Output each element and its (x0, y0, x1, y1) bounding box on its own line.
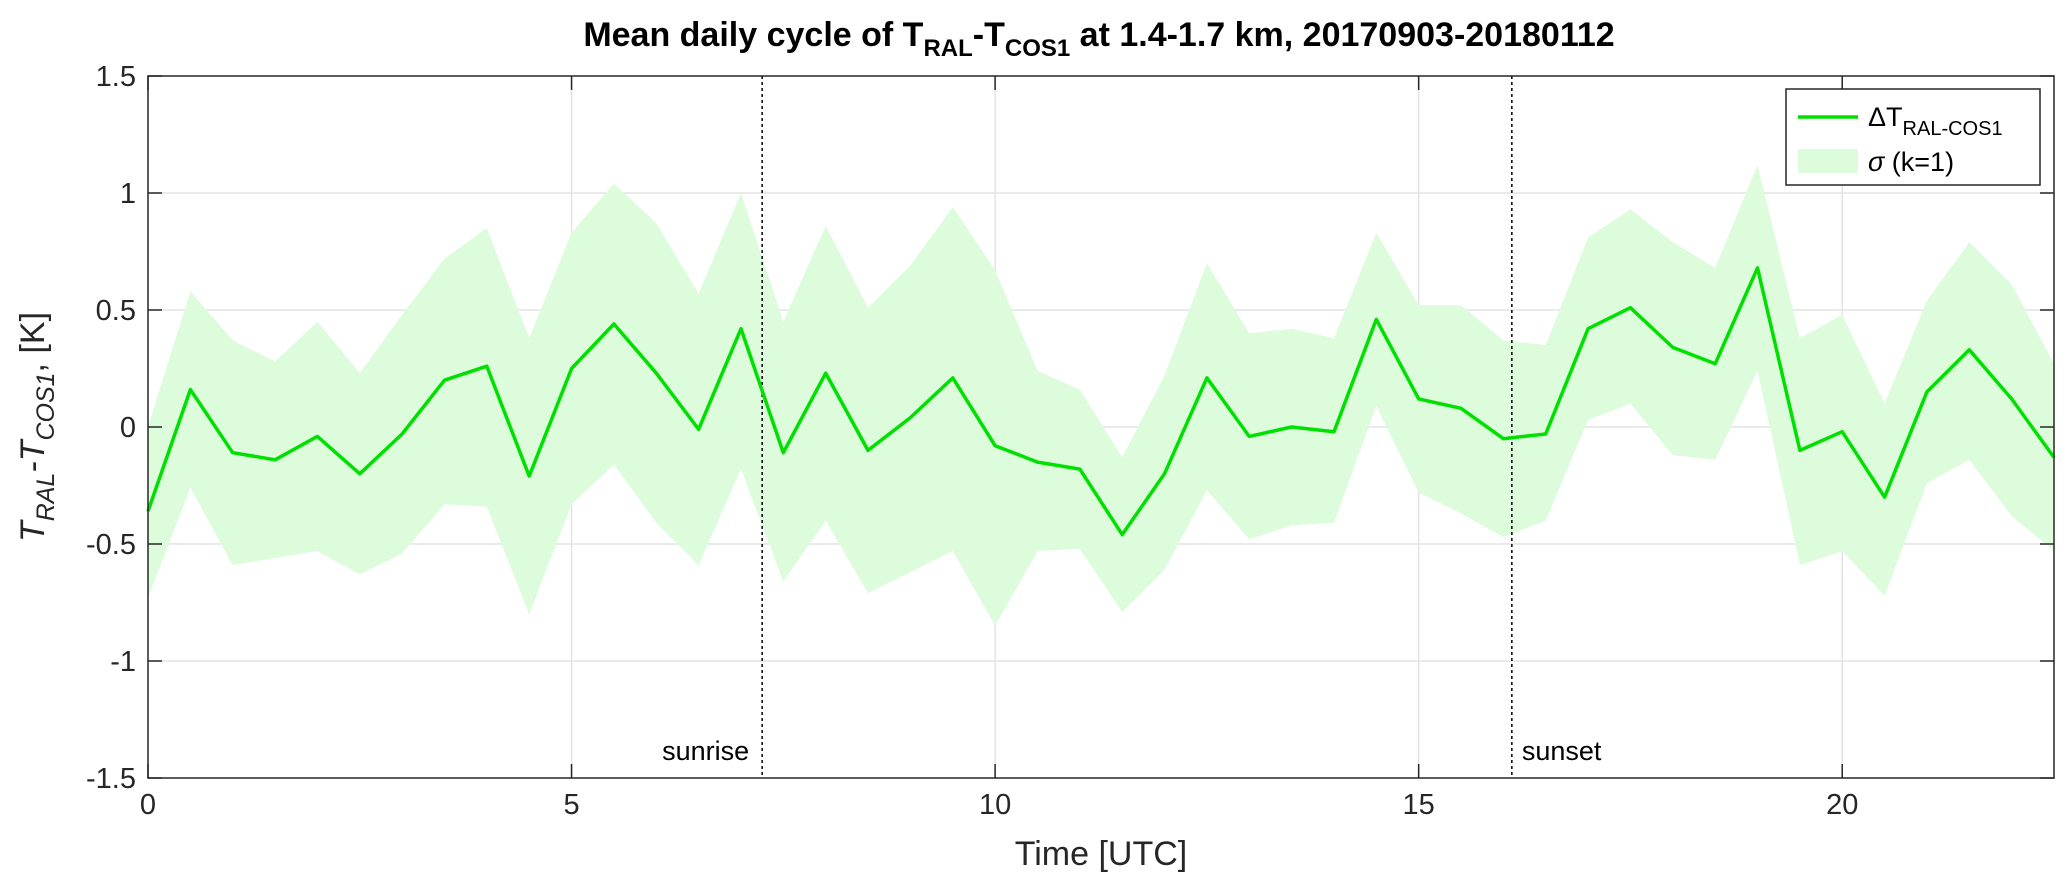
x-tick-label-1: 5 (563, 789, 579, 821)
legend-label-sigma: σ (k=1) (1868, 147, 1954, 177)
legend: ΔTRAL-COS1 σ (k=1) (1785, 88, 2041, 186)
series-line-delta-t (146, 266, 2056, 537)
y-tick-label-2: -0.5 (86, 529, 136, 561)
y-ticks: -1.5 -1 -0.5 0 0.5 1 1.5 (86, 61, 2054, 795)
x-tick-label-3: 15 (1403, 789, 1435, 821)
x-axis-label: Time [UTC] (1015, 835, 1188, 873)
annotation-label-sunrise: sunrise (662, 736, 749, 766)
y-tick-label-3: 0 (120, 412, 136, 444)
y-tick-label-5: 1 (120, 178, 136, 210)
y-axis-label: TRAL-TCOS1, [K] (14, 312, 60, 542)
y-tick-label-6: 1.5 (96, 61, 136, 93)
sigma-band (148, 164, 2054, 626)
x-ticks: 0 5 10 15 20 (140, 76, 1858, 821)
annotation-label-sunset: sunset (1522, 736, 1602, 766)
x-tick-label-0: 0 (140, 789, 156, 821)
y-tick-label-4: 0.5 (96, 295, 136, 327)
y-tick-label-1: -1 (110, 646, 136, 678)
x-tick-label-4: 20 (1826, 789, 1858, 821)
legend-band-swatch (1798, 149, 1858, 173)
chart-title: Mean daily cycle of TRAL-TCOS1 at 1.4-1.… (583, 16, 1614, 62)
x-tick-label-2: 10 (979, 789, 1011, 821)
y-tick-label-0: -1.5 (86, 763, 136, 795)
legend-label-delta-t: ΔTRAL-COS1 (1868, 102, 2003, 140)
annotations: sunrise sunset (662, 76, 1602, 778)
